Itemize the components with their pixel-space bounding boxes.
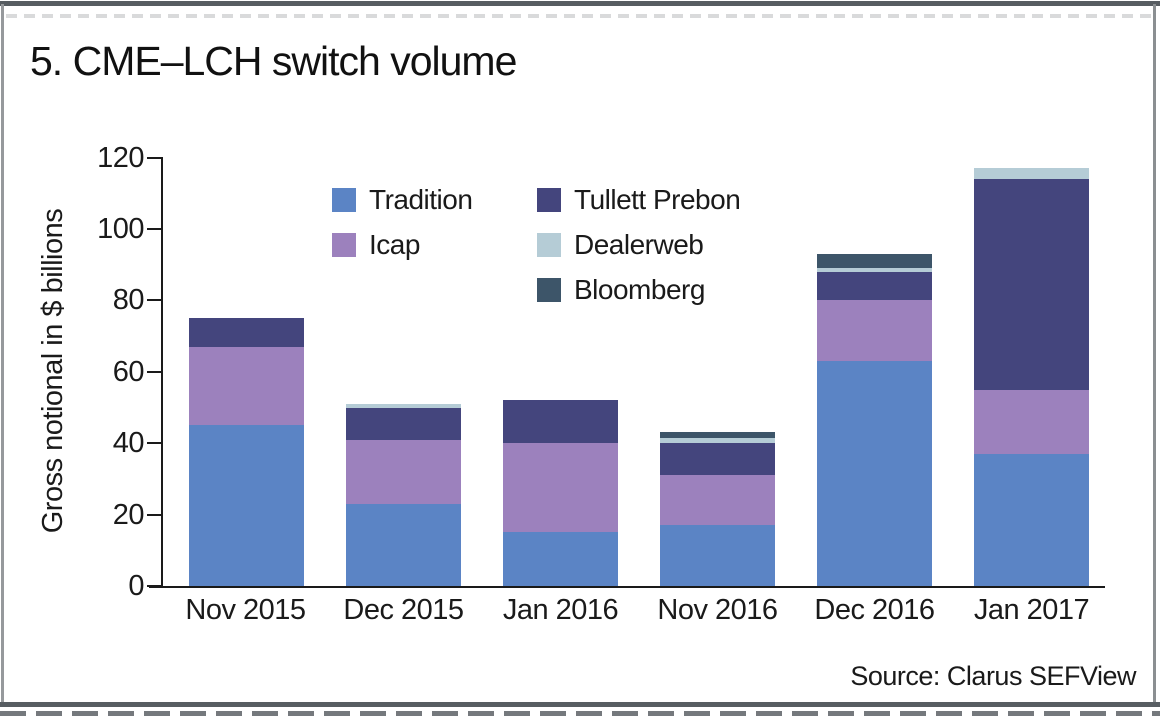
- x-axis-tick-label: Nov 2015: [185, 594, 306, 626]
- bar-segment-dealerweb: [346, 404, 461, 408]
- bar-segment-tradition: [817, 361, 932, 586]
- y-axis-tick: [147, 514, 161, 516]
- bar-segment-icap: [189, 347, 304, 425]
- bar-segment-icap: [660, 475, 775, 525]
- bar-segment-tullett-prebon: [346, 408, 461, 440]
- legend-label: Bloomberg: [574, 274, 705, 305]
- bar-segment-tradition: [346, 504, 461, 586]
- figure-bottom-border: [0, 702, 1160, 707]
- bar-segment-bloomberg: [817, 254, 932, 268]
- dotted-rule-top: [6, 14, 1152, 18]
- bar-segment-tradition: [503, 532, 618, 586]
- bar-segment-icap: [503, 443, 618, 532]
- x-axis-tick-label: Dec 2015: [343, 594, 464, 626]
- bar-segment-icap: [974, 390, 1089, 454]
- y-axis-tick-label: 120: [97, 142, 144, 174]
- y-axis-tick: [147, 157, 161, 159]
- bar-segment-icap: [346, 440, 461, 504]
- y-axis-tick: [147, 299, 161, 301]
- x-axis-tick-label: Nov 2016: [657, 594, 778, 626]
- y-axis-tick-label: 60: [112, 356, 145, 388]
- bar-segment-tradition: [660, 525, 775, 586]
- legend-label: Tullett Prebon: [574, 184, 741, 215]
- y-axis-tick-label: 20: [112, 499, 145, 531]
- bar-segment-tullett-prebon: [974, 179, 1089, 390]
- y-axis-tick-label: 40: [112, 427, 145, 459]
- bar-segment-tradition: [974, 454, 1089, 586]
- bar-segment-tullett-prebon: [189, 318, 304, 347]
- y-axis-line: [161, 157, 163, 588]
- x-axis-line: [149, 586, 1105, 588]
- bar-segment-tradition: [189, 425, 304, 586]
- chart-title: 5. CME–LCH switch volume: [30, 38, 517, 84]
- y-axis-tick: [147, 585, 161, 587]
- bar-segment-tullett-prebon: [817, 272, 932, 300]
- figure-left-border: [1, 4, 4, 704]
- y-axis-tick: [147, 371, 161, 373]
- bar-segment-bloomberg: [660, 432, 775, 438]
- legend-swatch-tullett-prebon: [537, 188, 561, 212]
- source-note: Source: Clarus SEFView: [850, 661, 1136, 691]
- x-axis-tick-label: Jan 2016: [502, 594, 619, 626]
- y-axis-tick-label: 80: [112, 284, 145, 316]
- y-axis-tick: [147, 228, 161, 230]
- x-axis-tick-label: Dec 2016: [814, 594, 935, 626]
- bar-segment-dealerweb: [817, 268, 932, 272]
- legend-label: Dealerweb: [574, 229, 704, 260]
- legend-label: Icap: [369, 229, 420, 260]
- bar-segment-dealerweb: [974, 168, 1089, 179]
- figure-right-border: [1153, 4, 1156, 704]
- y-axis-tick: [147, 442, 161, 444]
- figure-top-border: [0, 1, 1160, 6]
- bar-segment-tullett-prebon: [660, 443, 775, 475]
- legend-swatch-bloomberg: [537, 278, 561, 302]
- dashed-rule-bottom: [0, 711, 1160, 716]
- x-axis-tick-label: Jan 2017: [973, 594, 1090, 626]
- bar-segment-icap: [817, 300, 932, 361]
- legend-swatch-tradition: [332, 188, 356, 212]
- bar-segment-tullett-prebon: [503, 400, 618, 443]
- legend-label: Tradition: [369, 184, 473, 215]
- legend-swatch-dealerweb: [537, 233, 561, 257]
- legend-swatch-icap: [332, 233, 356, 257]
- y-axis-tick-label: 0: [128, 570, 144, 602]
- bar-segment-dealerweb: [660, 438, 775, 443]
- y-axis-tick-label: 100: [97, 213, 144, 245]
